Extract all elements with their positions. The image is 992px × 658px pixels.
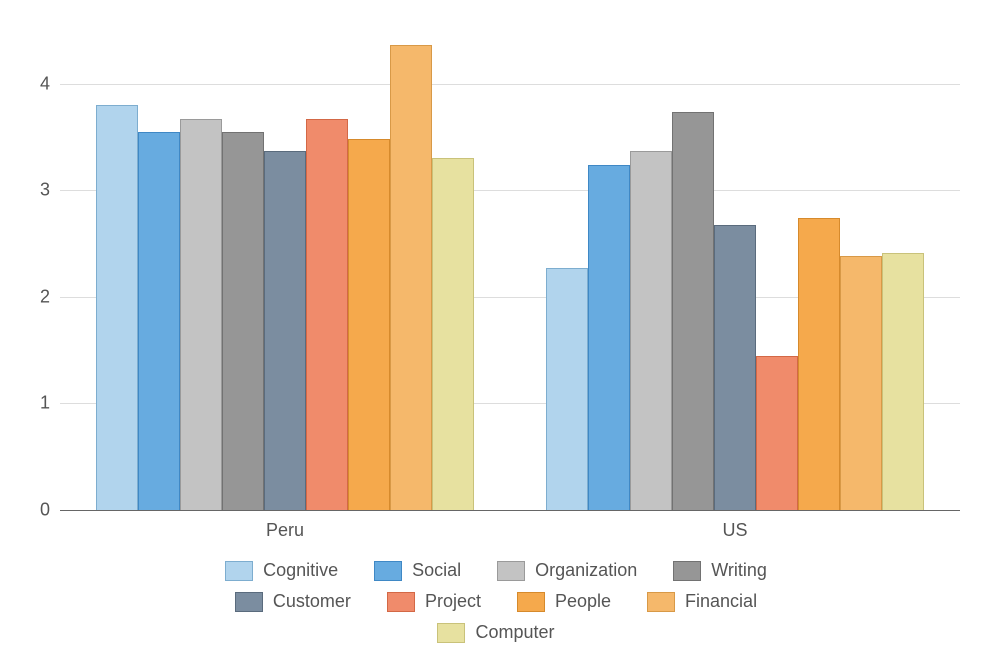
legend-swatch: [387, 592, 415, 612]
legend-item: Organization: [497, 560, 637, 581]
legend-swatch: [647, 592, 675, 612]
bar: [882, 253, 924, 510]
bar: [180, 119, 222, 510]
plot-area: 01234 PeruUS: [60, 20, 960, 510]
bar: [138, 132, 180, 510]
bar: [798, 218, 840, 510]
legend-label: Social: [412, 560, 461, 581]
legend-label: Financial: [685, 591, 757, 612]
legend-item: Financial: [647, 591, 757, 612]
legend-item: People: [517, 591, 611, 612]
legend-swatch: [225, 561, 253, 581]
legend-swatch: [374, 561, 402, 581]
y-tick-label: 0: [40, 500, 50, 521]
legend: Cognitive Social Organization Writing Custom…: [0, 560, 992, 643]
bar: [630, 151, 672, 510]
legend-swatch: [437, 623, 465, 643]
bar: [348, 139, 390, 510]
y-tick-label: 4: [40, 73, 50, 94]
bars-layer: [60, 20, 960, 510]
chart-container: 01234 PeruUS CognitiveSocialOrganization…: [0, 0, 992, 658]
y-tick-label: 1: [40, 393, 50, 414]
legend-label: Writing: [711, 560, 767, 581]
legend-item: Project: [387, 591, 481, 612]
bar: [264, 151, 306, 510]
bar: [756, 356, 798, 510]
bar: [546, 268, 588, 510]
legend-item: Social: [374, 560, 461, 581]
y-tick-label: 2: [40, 286, 50, 307]
bar: [432, 158, 474, 510]
x-tick-label: Peru: [266, 520, 304, 541]
legend-label: Cognitive: [263, 560, 338, 581]
legend-item: Computer: [437, 622, 554, 643]
bar: [390, 45, 432, 511]
x-axis-line: [60, 510, 960, 511]
bar: [840, 256, 882, 510]
legend-label: Project: [425, 591, 481, 612]
legend-label: Organization: [535, 560, 637, 581]
x-tick-label: US: [722, 520, 747, 541]
bar: [222, 132, 264, 510]
y-tick-label: 3: [40, 180, 50, 201]
bar: [672, 112, 714, 510]
legend-label: Computer: [475, 622, 554, 643]
bar: [588, 165, 630, 510]
legend-item: Customer: [235, 591, 351, 612]
bar: [306, 119, 348, 510]
legend-item: Cognitive: [225, 560, 338, 581]
legend-label: People: [555, 591, 611, 612]
bar: [714, 225, 756, 510]
bar: [96, 105, 138, 510]
legend-label: Customer: [273, 591, 351, 612]
legend-swatch: [235, 592, 263, 612]
legend-item: Writing: [673, 560, 767, 581]
legend-swatch: [673, 561, 701, 581]
legend-swatch: [497, 561, 525, 581]
legend-swatch: [517, 592, 545, 612]
